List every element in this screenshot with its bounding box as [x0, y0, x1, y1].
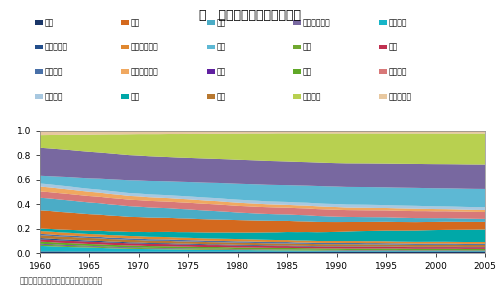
- Text: 金属制品: 金属制品: [45, 68, 64, 77]
- Text: 食品: 食品: [45, 18, 54, 27]
- Text: 医药: 医药: [131, 92, 140, 101]
- Text: 石油及制品: 石油及制品: [45, 43, 68, 52]
- Text: 汽车: 汽车: [217, 43, 226, 52]
- Text: 其他交运设备: 其他交运设备: [131, 68, 158, 77]
- Text: 其他制造业: 其他制造业: [389, 92, 412, 101]
- Text: 仪器仪表电子: 仪器仪表电子: [303, 18, 330, 27]
- Text: 资料来源：日本统计局，海通证券研究所: 资料来源：日本统计局，海通证券研究所: [20, 276, 103, 285]
- Text: 橡胶: 橡胶: [303, 68, 312, 77]
- Text: 印刷: 印刷: [217, 68, 226, 77]
- Text: 图   日本制造业研发支出构成: 图 日本制造业研发支出构成: [199, 9, 301, 22]
- Text: 塑料: 塑料: [389, 43, 398, 52]
- Text: 非金属矿制品: 非金属矿制品: [131, 43, 158, 52]
- Text: 陶瓷: 陶瓷: [217, 92, 226, 101]
- Text: 通用机械: 通用机械: [389, 68, 407, 77]
- Text: 化工: 化工: [131, 18, 140, 27]
- Text: 造纸: 造纸: [303, 43, 312, 52]
- Text: 精密仪器: 精密仪器: [45, 92, 64, 101]
- Text: 钢铁: 钢铁: [217, 18, 226, 27]
- Text: 电气机械: 电气机械: [303, 92, 322, 101]
- Text: 纺织服装: 纺织服装: [389, 18, 407, 27]
